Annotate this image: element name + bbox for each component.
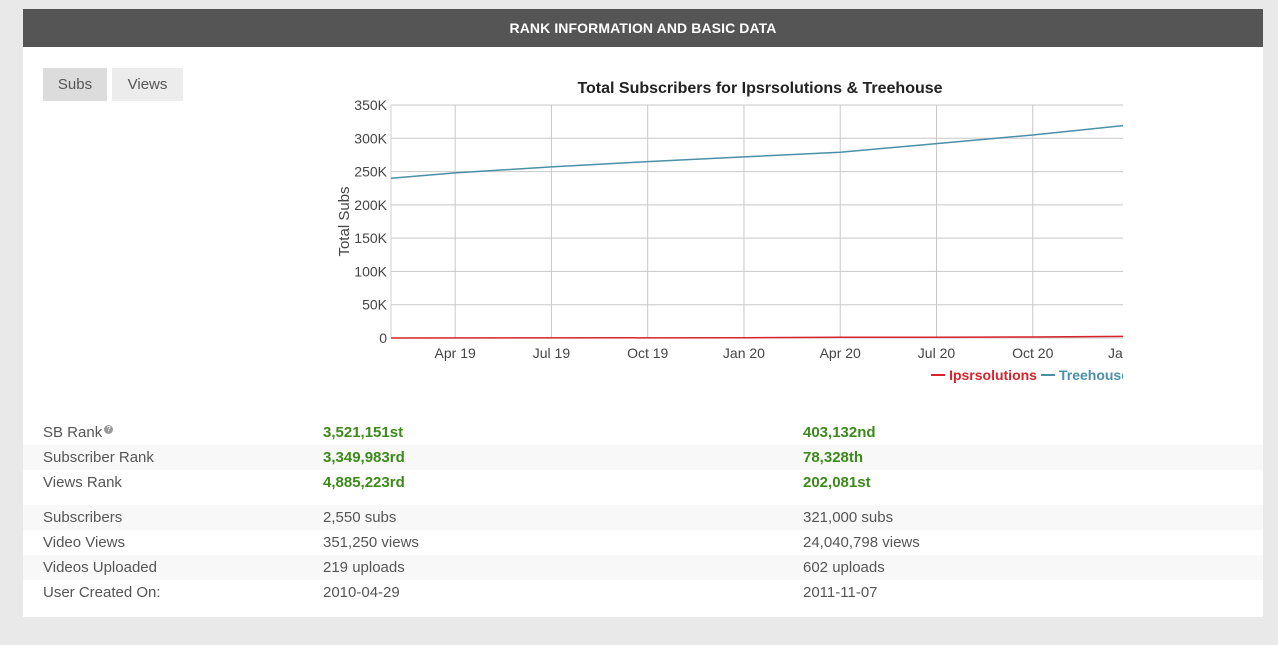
help-icon[interactable]: ? bbox=[104, 425, 114, 434]
x-tick-label: Jan 21 bbox=[1108, 345, 1123, 361]
sb-rank-value-2: 403,132nd bbox=[803, 424, 876, 441]
subscriber-rank-value-1: 3,349,983rd bbox=[323, 449, 405, 466]
y-tick-label: 50K bbox=[362, 297, 388, 313]
y-tick-label: 350K bbox=[354, 97, 387, 113]
subscribers-value-1: 2,550 subs bbox=[323, 509, 397, 526]
videos-uploaded-label: Videos Uploaded bbox=[43, 559, 157, 576]
table-row: User Created On: 2010-04-29 2011-11-07 bbox=[23, 580, 1263, 605]
subscriber-rank-value-2: 78,328th bbox=[803, 449, 864, 466]
series-line-ipsrsolutions bbox=[390, 335, 1123, 339]
table-row: Subscribers 2,550 subs 321,000 subs bbox=[23, 505, 1263, 530]
table-row: Videos Uploaded 219 uploads 602 uploads bbox=[23, 555, 1263, 580]
rank-info-panel: RANK INFORMATION AND BASIC DATA Subs Vie… bbox=[23, 9, 1263, 617]
chart-svg: Total Subscribers for Ipsrsolutions & Tr… bbox=[336, 80, 1123, 383]
plot-area bbox=[390, 104, 1123, 339]
panel-title: RANK INFORMATION AND BASIC DATA bbox=[509, 20, 777, 36]
subscriber-rank-label: Subscriber Rank bbox=[43, 449, 154, 466]
y-tick-label: 250K bbox=[354, 164, 387, 180]
videos-uploaded-value-1: 219 uploads bbox=[323, 559, 405, 576]
legend-label-ipsrsolutions: Ipsrsolutions bbox=[949, 367, 1037, 383]
subscribers-chart: Total Subscribers for Ipsrsolutions & Tr… bbox=[303, 71, 1123, 391]
user-created-label: User Created On: bbox=[43, 584, 161, 601]
x-tick-label: Oct 19 bbox=[627, 345, 668, 361]
y-axis-label: Total Subs bbox=[336, 186, 353, 256]
y-tick-label: 0 bbox=[379, 330, 387, 346]
x-tick-label: Oct 20 bbox=[1012, 345, 1053, 361]
video-views-label: Video Views bbox=[43, 534, 126, 551]
y-tick-label: 150K bbox=[354, 230, 387, 246]
series-line-treehouse bbox=[390, 124, 1123, 179]
views-rank-label: Views Rank bbox=[43, 474, 122, 491]
y-tick-label: 100K bbox=[354, 263, 387, 279]
views-rank-value-2: 202,081st bbox=[803, 474, 871, 491]
x-tick-label: Apr 19 bbox=[435, 345, 476, 361]
views-rank-value-1: 4,885,223rd bbox=[323, 474, 405, 491]
sb-rank-value-1: 3,521,151st bbox=[323, 424, 404, 441]
legend-label-treehouse: Treehouse bbox=[1059, 367, 1123, 383]
table-row: Subscriber Rank 3,349,983rd 78,328th bbox=[23, 445, 1263, 470]
table-row: Views Rank 4,885,223rd 202,081st bbox=[23, 470, 1263, 495]
user-created-value-2: 2011-11-07 bbox=[803, 584, 878, 601]
table-row: SB Rank? 3,521,151st 403,132nd bbox=[23, 420, 1263, 445]
x-tick-label: Jul 19 bbox=[533, 345, 571, 361]
video-views-value-1: 351,250 views bbox=[323, 534, 419, 551]
y-tick-label: 200K bbox=[354, 197, 387, 213]
x-tick-label: Apr 20 bbox=[820, 345, 861, 361]
chart-title: Total Subscribers for Ipsrsolutions & Tr… bbox=[577, 80, 942, 97]
panel-header: RANK INFORMATION AND BASIC DATA bbox=[23, 9, 1263, 47]
subscribers-value-2: 321,000 subs bbox=[803, 509, 894, 526]
x-tick-label: Jan 20 bbox=[723, 345, 765, 361]
table-row: Video Views 351,250 views 24,040,798 vie… bbox=[23, 530, 1263, 555]
subscribers-label: Subscribers bbox=[43, 509, 123, 526]
user-created-value-1: 2010-04-29 bbox=[323, 584, 400, 601]
videos-uploaded-value-2: 602 uploads bbox=[803, 559, 885, 576]
video-views-value-2: 24,040,798 views bbox=[803, 534, 920, 551]
y-tick-label: 300K bbox=[354, 130, 387, 146]
tab-subs[interactable]: Subs bbox=[43, 68, 107, 101]
tab-views[interactable]: Views bbox=[112, 68, 183, 101]
x-tick-label: Jul 20 bbox=[918, 345, 956, 361]
sb-rank-label: SB Rank? bbox=[43, 424, 114, 441]
